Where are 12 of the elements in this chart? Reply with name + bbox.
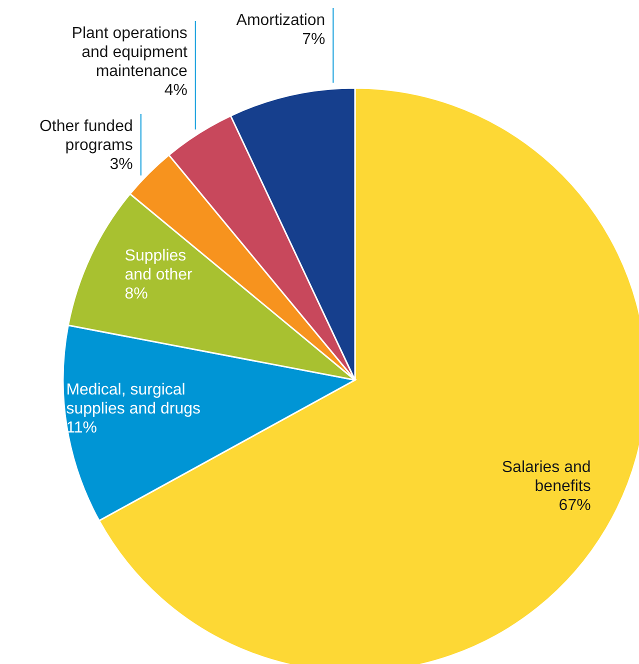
slice-label: Plant operations and equipment maintenance	[72, 25, 188, 80]
data-label: 7%	[302, 31, 326, 48]
data-label: 67%	[558, 497, 591, 514]
data-label: 11%	[66, 419, 98, 436]
slice-label: Supplies and other	[124, 247, 194, 284]
data-label: 8%	[124, 285, 148, 302]
slice-label: Amortization	[236, 12, 326, 29]
data-label: 4%	[164, 82, 188, 99]
slice-label: Salaries and benefits	[502, 459, 591, 496]
slice-label: Medical, surgical supplies and drugs	[66, 381, 200, 418]
data-label: 3%	[110, 156, 133, 173]
slice-label: Other funded programs	[39, 118, 133, 154]
